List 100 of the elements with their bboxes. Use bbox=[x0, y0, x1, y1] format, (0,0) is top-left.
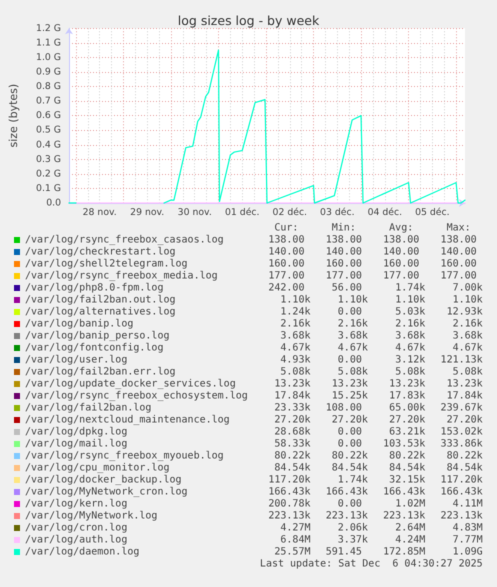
text: 177.00 bbox=[268, 270, 304, 282]
text: 0.00 bbox=[338, 354, 362, 366]
text: 3.68k bbox=[280, 330, 310, 342]
y-tick-label: 0.6 G bbox=[36, 110, 61, 122]
text: 1.10k bbox=[395, 294, 426, 306]
text: 3.37k bbox=[338, 534, 368, 546]
text: 2.64M bbox=[395, 522, 426, 534]
text: 140.00 bbox=[326, 246, 362, 258]
text: 117.20k bbox=[268, 474, 310, 486]
x-tick-label: 29 nov. bbox=[130, 207, 164, 218]
text: 242.00 bbox=[268, 282, 304, 294]
x-tick-label: 01 déc. bbox=[225, 207, 260, 218]
text: 15.25k bbox=[332, 390, 368, 402]
text: 80.22k bbox=[446, 450, 483, 462]
text: 7.00k bbox=[452, 282, 483, 294]
text: 223.13k bbox=[268, 510, 310, 522]
text: 117.20k bbox=[440, 474, 483, 486]
text: 3.68k bbox=[338, 330, 368, 342]
x-tick-label: 03 déc. bbox=[320, 207, 355, 218]
text: 0.00 bbox=[338, 426, 362, 438]
text: 2.16k bbox=[452, 318, 483, 330]
x-tick-label: 28 nov. bbox=[82, 207, 117, 218]
text: 1.10k bbox=[452, 294, 483, 306]
text: 3.68k bbox=[395, 330, 426, 342]
text: 27.20k bbox=[274, 414, 310, 426]
text: 591.45 bbox=[326, 546, 362, 558]
text: 6.84M bbox=[280, 534, 310, 546]
x-tick-label: 04 déc. bbox=[368, 207, 402, 218]
text: 140.00 bbox=[440, 246, 477, 258]
text: 25.57M bbox=[274, 546, 310, 558]
text: 12.93k bbox=[446, 306, 483, 318]
text: 160.00 bbox=[326, 258, 362, 270]
text: 138.00 bbox=[268, 234, 304, 246]
text: 121.13k bbox=[440, 354, 483, 366]
text: 4.83M bbox=[452, 522, 483, 534]
text: 177.00 bbox=[440, 270, 477, 282]
text: 4.67k bbox=[338, 342, 368, 354]
text: 17.84k bbox=[446, 390, 483, 402]
legend-label: /var/log/fail2ban.log bbox=[25, 402, 152, 414]
legend-label: /var/log/fontconfig.log bbox=[25, 342, 164, 354]
text: Max: bbox=[446, 222, 471, 234]
text: 80.22k bbox=[274, 450, 310, 462]
text: 56.00 bbox=[332, 282, 362, 294]
y-tick-label: 0.7 G bbox=[36, 96, 61, 107]
text: 138.00 bbox=[326, 234, 362, 246]
legend-label: /var/log/MyNetwork.log bbox=[25, 510, 158, 522]
text: 108.00 bbox=[326, 402, 362, 414]
text: 13.23k bbox=[389, 378, 426, 390]
text: Cur: bbox=[274, 222, 298, 234]
text: 223.13k bbox=[440, 510, 483, 522]
text: 4.11M bbox=[452, 498, 483, 510]
legend-label: /var/log/cpu_monitor.log bbox=[25, 462, 170, 474]
text: 58.33k bbox=[274, 438, 310, 450]
text: 80.22k bbox=[332, 450, 368, 462]
text: 2.16k bbox=[395, 318, 426, 330]
legend-label: /var/log/cron.log bbox=[25, 522, 128, 534]
text: 1.09G bbox=[452, 546, 483, 558]
text: 4.67k bbox=[280, 342, 310, 354]
text: 13.23k bbox=[332, 378, 368, 390]
text: 5.08k bbox=[280, 366, 310, 378]
legend-label: /var/log/php8.0-fpm.log bbox=[25, 282, 164, 294]
x-tick-label: 02 déc. bbox=[272, 207, 308, 218]
text: 2.16k bbox=[280, 318, 310, 330]
text: 32.15k bbox=[389, 474, 426, 486]
text: 103.53k bbox=[383, 438, 426, 450]
text: 80.22k bbox=[389, 450, 426, 462]
y-tick-label: 0.2 G bbox=[36, 168, 61, 180]
text: 1.10k bbox=[338, 294, 368, 306]
text: 333.86k bbox=[440, 438, 483, 450]
text: 0.00 bbox=[338, 306, 362, 318]
y-tick-label: 0.9 G bbox=[36, 66, 61, 78]
text: 3.68k bbox=[452, 330, 483, 342]
text: 160.00 bbox=[268, 258, 304, 270]
text: 27.20k bbox=[332, 414, 368, 426]
chart-title: log sizes log - by week bbox=[178, 13, 320, 28]
text: 166.43k bbox=[440, 486, 483, 498]
legend-label: /var/log/docker_backup.log bbox=[25, 474, 182, 486]
text: 166.43k bbox=[326, 486, 368, 498]
text: 5.08k bbox=[338, 366, 368, 378]
text: 0.00 bbox=[338, 498, 362, 510]
text: 223.13k bbox=[383, 510, 426, 522]
text: 17.84k bbox=[274, 390, 310, 402]
legend-label: /var/log/auth.log bbox=[25, 534, 128, 546]
text: 28.68k bbox=[274, 426, 310, 438]
text: 4.67k bbox=[395, 342, 426, 354]
text: 2.06k bbox=[338, 522, 368, 534]
text: 172.85M bbox=[383, 546, 426, 558]
y-tick-label: 0.0 bbox=[46, 198, 62, 208]
legend-label: /var/log/rsync_freebox_myoueb.log bbox=[25, 450, 224, 462]
text: 27.20k bbox=[389, 414, 426, 426]
text: 140.00 bbox=[268, 246, 304, 258]
text: 1.10k bbox=[280, 294, 310, 306]
text: 84.54k bbox=[332, 462, 368, 474]
text: 1.02M bbox=[395, 498, 426, 510]
text: 5.03k bbox=[395, 306, 426, 318]
legend-label: /var/log/kern.log bbox=[25, 498, 128, 510]
text: 138.00 bbox=[383, 234, 420, 246]
text: 3.12k bbox=[395, 354, 426, 366]
x-tick-label: 05 déc. bbox=[415, 207, 450, 218]
text: 5.08k bbox=[452, 366, 483, 378]
